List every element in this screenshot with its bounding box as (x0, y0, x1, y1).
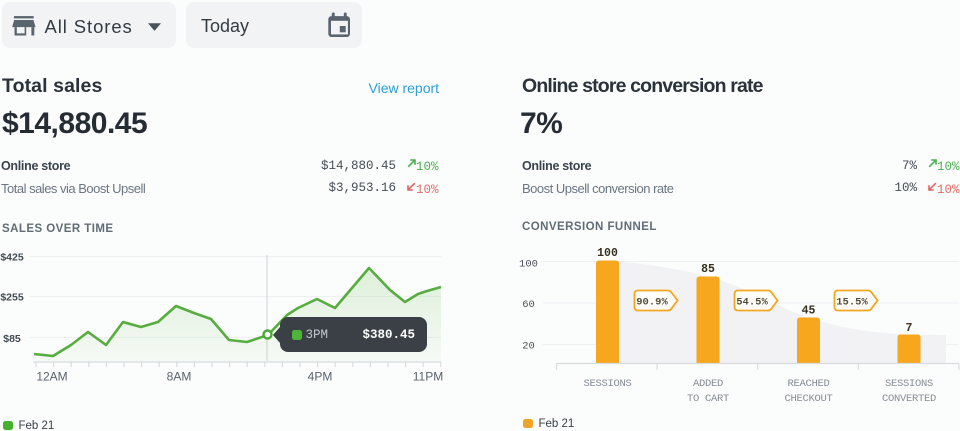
svg-text:20: 20 (522, 341, 535, 353)
svg-text:90.9%: 90.9% (636, 297, 668, 309)
svg-text:$85: $85 (3, 333, 21, 345)
svg-text:4PM: 4PM (308, 370, 333, 384)
svg-text:45: 45 (802, 305, 816, 318)
svg-text:8AM: 8AM (167, 370, 192, 384)
svg-text:85: 85 (701, 263, 715, 276)
svg-text:15.5%: 15.5% (836, 297, 868, 309)
svg-text:11PM: 11PM (413, 370, 443, 384)
svg-text:TO CART: TO CART (687, 393, 729, 405)
svg-text:100: 100 (597, 247, 618, 260)
svg-text:$255: $255 (0, 292, 24, 304)
svg-text:60: 60 (522, 299, 535, 311)
svg-text:$425: $425 (0, 252, 24, 264)
svg-text:REACHED: REACHED (787, 378, 829, 390)
svg-text:CHECKOUT: CHECKOUT (784, 393, 832, 405)
svg-text:SESSIONS: SESSIONS (885, 378, 933, 390)
svg-text:12AM: 12AM (36, 370, 67, 384)
svg-text:SESSIONS: SESSIONS (583, 378, 631, 390)
svg-text:CONVERTED: CONVERTED (882, 393, 936, 405)
svg-text:7: 7 (906, 322, 913, 335)
svg-text:54.5%: 54.5% (736, 297, 768, 309)
svg-text:ADDED: ADDED (693, 378, 723, 390)
svg-text:100: 100 (519, 259, 538, 271)
